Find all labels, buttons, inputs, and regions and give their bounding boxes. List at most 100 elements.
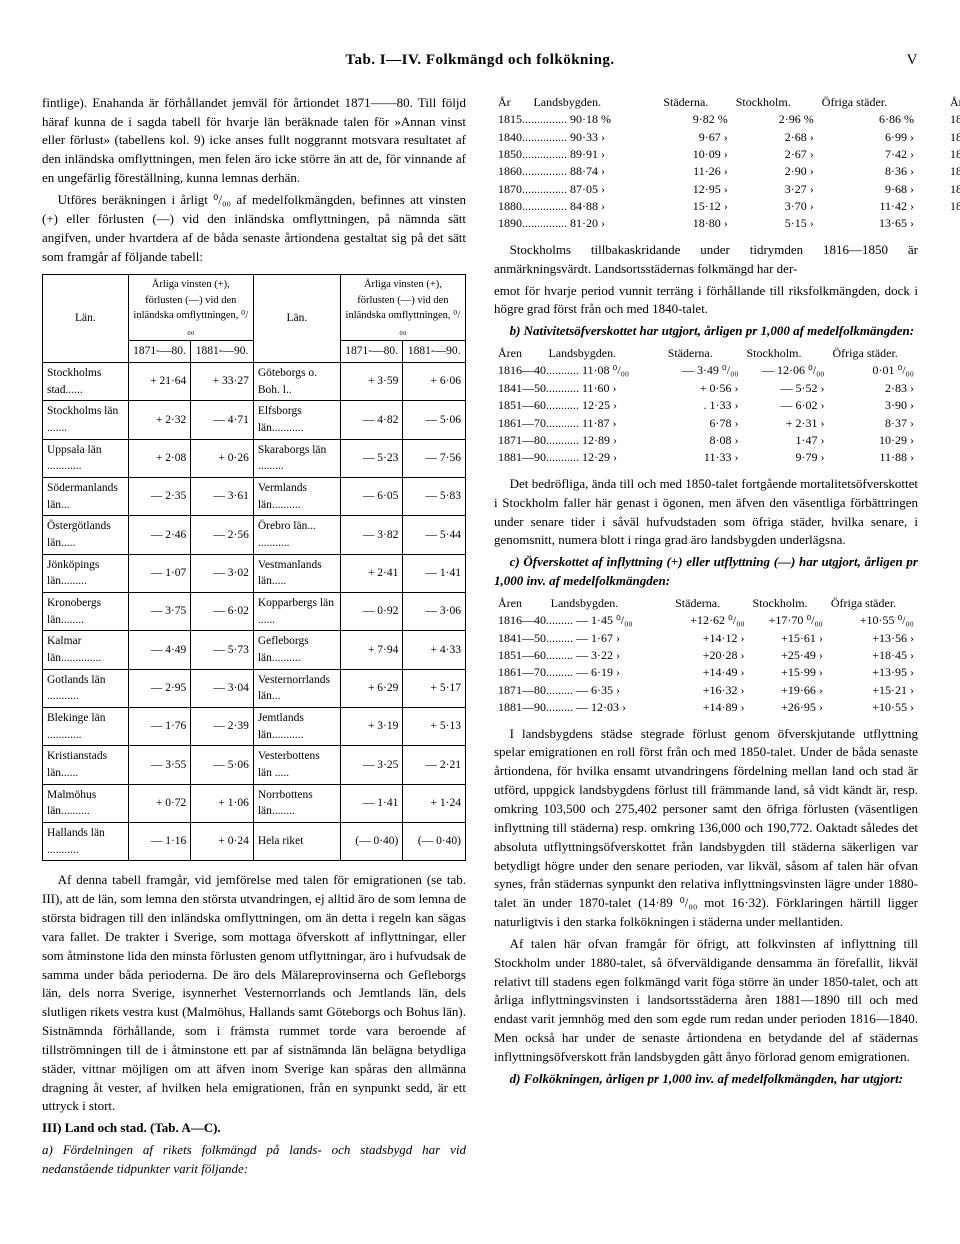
tch4: Öfriga städer.: [827, 595, 918, 612]
lan-name-r: Vestmanlands län.....: [253, 554, 340, 592]
row-v2: +26·95 ›: [749, 699, 827, 716]
lan-v2: — 5·06: [191, 746, 254, 784]
lan-v2-r: + 1·24: [403, 784, 466, 822]
table-fordelning: År Landsbygden. Städerna. Stockholm. Öfr…: [494, 94, 918, 233]
th-lan2: Län.: [253, 275, 340, 363]
lan-name-r: Skaraborgs län .........: [253, 439, 340, 477]
table-b: Åren Landsbygden. Städerna. Stockholm. Ö…: [494, 345, 918, 467]
row-label: 1870............... 87·05 ›: [494, 181, 659, 198]
lan-name-r: Norrbottens län........: [253, 784, 340, 822]
lan-name: Kronobergs län........: [43, 592, 129, 630]
row-v2: 3·27 ›: [732, 181, 818, 198]
row-v3: 0·01 ⁰/₀₀: [829, 362, 919, 379]
row-label: 1880............... 84·88 ›: [494, 198, 659, 215]
tbh1: Landsbygden.: [544, 345, 663, 362]
row-v1: 9·82 %: [659, 111, 731, 128]
lan-v1-r: — 0·92: [340, 592, 403, 630]
lan-v1-r: — 5·23: [340, 439, 403, 477]
lan-v1: — 2·46: [128, 516, 191, 554]
row-v1: . 1·33 ›: [664, 397, 743, 414]
lan-v2: + 33·27: [191, 362, 254, 400]
tbh0: Åren: [494, 345, 544, 362]
t2h2: Städerna.: [659, 94, 731, 111]
tch1: Landsbygden.: [547, 595, 671, 612]
right-p2: b) Nativitetsöfverskottet har utgjort, å…: [494, 322, 918, 341]
row-v3: +13·56 ›: [827, 630, 918, 647]
lan-v2: — 6·02: [191, 592, 254, 630]
lan-v2: — 2·39: [191, 707, 254, 745]
row-v2: +15·99 ›: [749, 664, 827, 681]
lan-v1-r: — 3·82: [340, 516, 403, 554]
lan-v2: — 4·71: [191, 401, 254, 439]
row-v1: 15·12 ›: [659, 198, 731, 215]
b-lead: b) Nativitetsöfverskottet har utgjort, å…: [510, 323, 914, 338]
lan-v1-r: — 3·25: [340, 746, 403, 784]
tch0: Åren: [494, 595, 547, 612]
tbh3: Stockholm.: [742, 345, 828, 362]
row-v2: 1·47 ›: [742, 432, 828, 449]
lan-v1: — 2·95: [128, 669, 191, 707]
tch3: Stockholm.: [749, 595, 827, 612]
lan-name-r: Göteborgs o. Boh. l..: [253, 362, 340, 400]
sec-iii: III) Land och stad. (Tab. A—C).: [42, 1119, 466, 1138]
left-p3: Af denna tabell framgår, vid jemförelse …: [42, 871, 466, 1116]
row-label: 1816—40............... 9·63 ⁰/₀₀: [946, 111, 960, 128]
row-v3: 11·42 ›: [818, 198, 918, 215]
lan-name-r: Kopparbergs län ......: [253, 592, 340, 630]
c2r: 1881-—90.: [403, 341, 466, 363]
row-v2: 5·15 ›: [732, 215, 818, 232]
row-label: 1890............... 81·20 ›: [494, 215, 659, 232]
d-lead: d) Folkökningen, årligen pr 1,000 inv. a…: [510, 1071, 904, 1086]
left-p1: fintlige). Enahanda är förhållandet jemv…: [42, 94, 466, 188]
row-v3: 11·88 ›: [829, 449, 919, 466]
lan-name: Hallands län ...........: [43, 823, 129, 861]
row-v1: 6·78 ›: [664, 415, 743, 432]
tch2: Städerna.: [671, 595, 748, 612]
c-lead: c) Öfverskottet af inflyttning (+) eller…: [494, 554, 918, 588]
lan-v1-r: — 4·82: [340, 401, 403, 439]
lan-name: Jönköpings län.........: [43, 554, 129, 592]
lan-v1: + 2·32: [128, 401, 191, 439]
row-label: 1881—90............... 0·26 ›: [946, 198, 960, 215]
row-label: 1860............... 88·74 ›: [494, 163, 659, 180]
row-v1: — 3·49 ⁰/₀₀: [664, 362, 743, 379]
row-v2: 2·67 ›: [732, 146, 818, 163]
c1r: 1871-—80.: [340, 341, 403, 363]
row-v1: +14·12 ›: [671, 630, 748, 647]
row-v3: 10·29 ›: [829, 432, 919, 449]
lan-v2-r: — 1·41: [403, 554, 466, 592]
row-v1: +14·49 ›: [671, 664, 748, 681]
lan-name: Östergötlands län.....: [43, 516, 129, 554]
lan-v2: — 3·02: [191, 554, 254, 592]
row-v2: 2·68 ›: [732, 129, 818, 146]
row-label: 1840............... 90·33 ›: [494, 129, 659, 146]
lan-v2-r: — 3·06: [403, 592, 466, 630]
row-v3: 6·86 %: [818, 111, 918, 128]
row-v3: 8·36 ›: [818, 163, 918, 180]
lan-v2: + 0·26: [191, 439, 254, 477]
lan-v2-r: + 6·06: [403, 362, 466, 400]
lan-name: Gotlands län ...........: [43, 669, 129, 707]
sec-iii-lbl: III) Land och stad. (Tab. A—C).: [42, 1120, 221, 1135]
lan-name-r: Vesternorrlands län...: [253, 669, 340, 707]
tbh4: Öfriga städer.: [829, 345, 919, 362]
lan-v1: + 0·72: [128, 784, 191, 822]
lan-name: Kristianstads län......: [43, 746, 129, 784]
lan-v1-r: (— 0·40): [340, 823, 403, 861]
row-label: 1871—80......... — 6·35 ›: [494, 682, 671, 699]
lan-v2-r: — 5·44: [403, 516, 466, 554]
row-v3: +18·45 ›: [827, 647, 918, 664]
lan-v1-r: — 1·41: [340, 784, 403, 822]
th-vinst-r: Årliga vinsten (+), förlusten (—) vid de…: [340, 275, 465, 341]
lan-v1: — 3·55: [128, 746, 191, 784]
lan-name-r: Vesterbottens län .....: [253, 746, 340, 784]
lan-v1-r: + 7·94: [340, 631, 403, 669]
lan-v1: — 1·16: [128, 823, 191, 861]
row-v3: 8·37 ›: [829, 415, 919, 432]
lan-v1: — 1·76: [128, 707, 191, 745]
right-p6: Af talen här ofvan framgår för öfrigt, a…: [494, 935, 918, 1067]
row-label: 1850............... 89·91 ›: [494, 146, 659, 163]
row-label: 1841—50........... 11·60 ›: [494, 380, 664, 397]
text-columns: fintlige). Enahanda är förhållandet jemv…: [42, 94, 918, 1184]
lan-v1-r: + 2·41: [340, 554, 403, 592]
